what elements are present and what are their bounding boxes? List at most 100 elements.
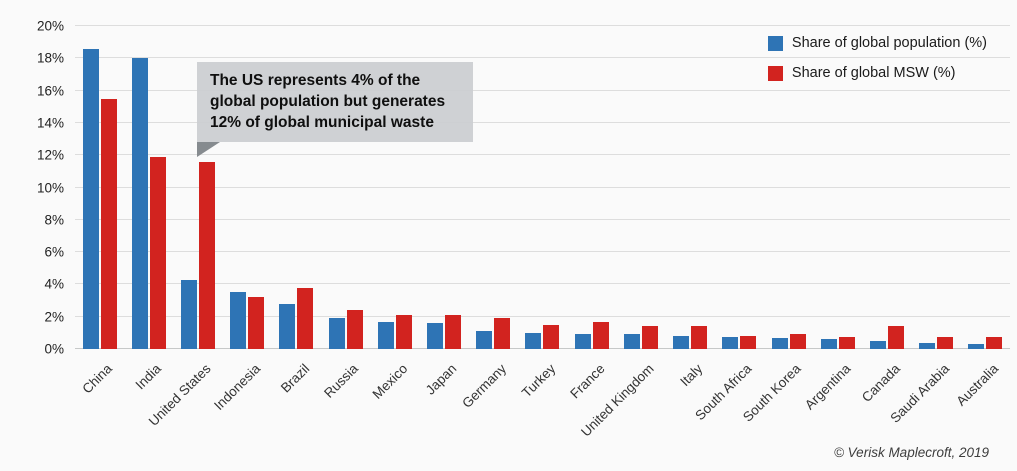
bar-group-italy: Italy <box>666 26 715 389</box>
legend-item-population: Share of global population (%) <box>767 35 987 51</box>
bar-msw <box>100 98 117 349</box>
x-axis-label: India <box>133 361 165 393</box>
x-axis-label: Germany <box>458 361 509 411</box>
y-tick-label: 18% <box>36 50 64 66</box>
legend-swatch-population-icon <box>767 35 783 51</box>
bar-msw <box>740 336 757 349</box>
bar-group-united-states: United States <box>146 26 222 429</box>
bar-group-japan: Japan <box>419 26 468 398</box>
bar-population <box>131 58 148 349</box>
bar-group-germany: Germany <box>459 26 518 411</box>
bar-group-china: China <box>75 26 124 397</box>
bar-group-brazil: Brazil <box>272 26 321 395</box>
bar-group-saudi-arabia: Saudi Arabia <box>887 26 961 426</box>
bar-msw <box>592 321 609 349</box>
bar-group-russia: Russia <box>321 26 370 401</box>
y-tick-label: 14% <box>36 115 64 131</box>
bar-group-india: India <box>124 26 173 392</box>
bar-group-france: France <box>567 26 616 401</box>
bar-groups: China India United States Indonesia Brazil Ru… <box>75 26 1010 440</box>
bar-msw <box>543 324 560 349</box>
annotation-text: The US represents 4% of the global popul… <box>210 72 446 131</box>
bar-msw <box>297 287 314 349</box>
bar-population <box>476 331 493 349</box>
y-tick-label: 16% <box>36 83 64 99</box>
bar-population <box>574 334 591 349</box>
bar-population <box>279 303 296 349</box>
x-axis-label: China <box>79 361 116 397</box>
bar-msw <box>199 161 215 349</box>
gridline <box>75 348 1010 349</box>
bar-population <box>771 337 788 349</box>
legend-label-msw: Share of global MSW (%) <box>791 65 956 81</box>
bar-msw <box>248 297 265 349</box>
bar-population <box>820 339 837 349</box>
bar-msw <box>887 326 904 349</box>
x-axis-label: France <box>566 361 608 402</box>
bar-msw <box>445 315 462 349</box>
x-axis-label: Turkey <box>518 361 559 401</box>
gridline <box>75 315 1010 317</box>
bar-population <box>722 336 739 349</box>
bar-msw <box>149 156 166 349</box>
gridline <box>75 89 1010 91</box>
bar-population <box>328 318 345 349</box>
legend-item-msw: Share of global MSW (%) <box>767 65 987 81</box>
bar-group-canada: Canada <box>858 26 911 405</box>
bar-population <box>82 48 99 349</box>
y-tick-label: 2% <box>44 309 64 325</box>
x-axis-label: Russia <box>321 361 362 401</box>
bar-group-australia: Australia <box>953 26 1010 409</box>
bar-group-argentina: Argentina <box>802 26 862 412</box>
gridline <box>75 186 1010 188</box>
annotation-callout: The US represents 4% of the global popul… <box>197 62 473 157</box>
x-axis-label: Australia <box>953 361 1001 409</box>
x-axis-label: Mexico <box>369 361 411 402</box>
y-tick-label: 10% <box>36 180 64 195</box>
gridline <box>75 251 1010 253</box>
bar-msw <box>346 310 363 349</box>
bar-group-south-korea: South Korea <box>740 26 813 425</box>
bar-population <box>427 323 444 349</box>
bar-population <box>377 321 394 349</box>
plot-area: China India United States Indonesia Brazil Ru… <box>75 25 1010 440</box>
bar-group-south-africa: South Africa <box>693 26 764 423</box>
source-attribution: © Verisk Maplecroft, 2019 <box>833 445 989 460</box>
gridline <box>75 154 1010 156</box>
bar-population <box>230 292 247 349</box>
bar-msw <box>838 336 855 349</box>
y-tick-label: 8% <box>44 212 64 228</box>
bar-population <box>623 334 640 349</box>
callout-arrow-icon <box>197 142 220 157</box>
bar-population <box>673 336 690 349</box>
bar-population <box>919 342 936 349</box>
legend-label-population: Share of global population (%) <box>791 35 987 51</box>
bar-msw <box>986 336 1003 349</box>
y-tick-label: 20% <box>36 18 64 34</box>
y-tick-label: 6% <box>44 244 64 260</box>
bar-group-turkey: Turkey <box>518 26 567 400</box>
bar-msw <box>494 318 511 349</box>
bar-msw <box>395 315 412 349</box>
gridline <box>75 25 1010 26</box>
x-axis-label: Canada <box>858 361 903 406</box>
gridline <box>75 283 1010 285</box>
x-axis-label: Japan <box>422 361 460 398</box>
bar-population <box>869 340 886 349</box>
x-axis-label: Argentina <box>801 361 854 413</box>
x-axis-label: Brazil <box>277 361 312 396</box>
bar-msw <box>641 325 658 349</box>
bar-population <box>181 279 197 349</box>
bar-msw <box>789 333 806 349</box>
bar-group-united-kingdom: United Kingdom <box>578 26 665 440</box>
bar-msw <box>937 336 954 349</box>
bar-population <box>968 344 985 349</box>
y-axis: 0% 2% 4% 6% 8% 10% 12% 14% 16% 18% 20% <box>0 19 64 357</box>
bar-population <box>525 332 542 349</box>
y-tick-label: 0% <box>44 341 64 357</box>
y-tick-label: 12% <box>36 147 64 163</box>
bar-group-indonesia: Indonesia <box>211 26 272 413</box>
legend: Share of global population (%) Share of … <box>767 35 987 81</box>
x-axis-label: Indonesia <box>210 361 263 414</box>
